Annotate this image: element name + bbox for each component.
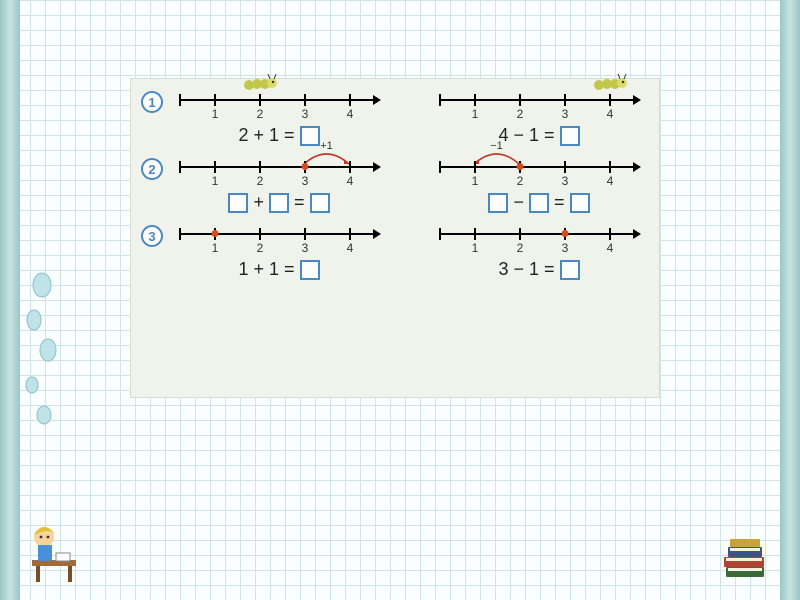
answer-box[interactable] [488,193,508,213]
equation: += [228,192,329,213]
problem-right: 12343−1= [429,225,649,280]
equation-token: 3 [498,259,508,280]
number-line: +11234 [179,158,379,188]
tick-label: 4 [347,107,354,121]
tick-label: 4 [607,174,614,188]
tick-label: 1 [212,241,219,255]
problem-right: 12344−1= [429,91,649,146]
equation-token: + [253,259,264,280]
problem-right: −11234−= [429,158,649,213]
tick-label: 3 [562,107,569,121]
equation-token: − [513,259,524,280]
equation: 3−1= [498,259,579,280]
equation-token: 1 [238,259,248,280]
number-line: 1 2 3 4 [439,91,639,121]
answer-box[interactable] [560,260,580,280]
equation-token: = [544,259,555,280]
tick-label: 4 [607,241,614,255]
tick-label: 4 [347,241,354,255]
tick-label: 1 [472,241,479,255]
tick-label: 1 [212,174,219,188]
decorative-border-left [0,0,20,600]
answer-box[interactable] [269,193,289,213]
number-line-dot [302,163,309,170]
decorative-border-right [780,0,800,600]
number-line: 1 2 3 4 [179,225,379,255]
caterpillar-icon [591,73,627,91]
problem-row: 112342+1=12344−1= [141,91,649,146]
equation-token: − [513,192,524,213]
equation-token: 1 [529,259,539,280]
tick-label: 1 [472,107,479,121]
answer-box[interactable] [529,193,549,213]
tick-label: 4 [347,174,354,188]
tick-label: 3 [562,241,569,255]
answer-box[interactable] [570,193,590,213]
tick-label: 3 [562,174,569,188]
equation: −= [488,192,589,213]
arc-label: −1 [490,140,503,152]
problem-number-badge: 1 [141,91,163,113]
tick-label: 2 [257,174,264,188]
equation-token: 1 [269,259,279,280]
arc-label: +1 [320,140,333,152]
tick-label: 3 [302,174,309,188]
stack-of-books-illustration [720,533,770,588]
tick-label: 2 [517,174,524,188]
tick-label: 1 [472,174,479,188]
number-line: −11234 [439,158,639,188]
water-drops-decoration [22,270,62,435]
equation-token: = [294,192,305,213]
tick-label: 2 [257,241,264,255]
answer-box[interactable] [310,193,330,213]
problem-left: +11234+= [169,158,389,213]
number-line-dot [212,230,219,237]
tick-label: 4 [607,107,614,121]
tick-label: 2 [517,241,524,255]
caterpillar-icon [241,73,277,91]
equation-token: = [554,192,565,213]
problem-left: 12341+1= [169,225,389,280]
tick-label: 1 [212,107,219,121]
number-line: 1 2 3 4 [439,225,639,255]
equation: 1+1= [238,259,319,280]
problem-left: 12342+1= [169,91,389,146]
number-line-dot [517,163,524,170]
student-at-desk-illustration [22,515,82,590]
tick-label: 2 [257,107,264,121]
problem-number-badge: 3 [141,225,163,247]
problem-row: 2+11234+=−11234−= [141,158,649,213]
number-line-dot [562,230,569,237]
problem-row: 312341+1=12343−1= [141,225,649,280]
worksheet-panel: 112342+1=12344−1=2+11234+=−11234−=312341… [130,78,660,398]
equation-token: + [253,192,264,213]
equation-token: = [284,259,295,280]
tick-label: 3 [302,107,309,121]
number-line: 1 2 3 4 [179,91,379,121]
tick-label: 3 [302,241,309,255]
answer-box[interactable] [300,260,320,280]
tick-label: 2 [517,107,524,121]
problem-number-badge: 2 [141,158,163,180]
answer-box[interactable] [228,193,248,213]
